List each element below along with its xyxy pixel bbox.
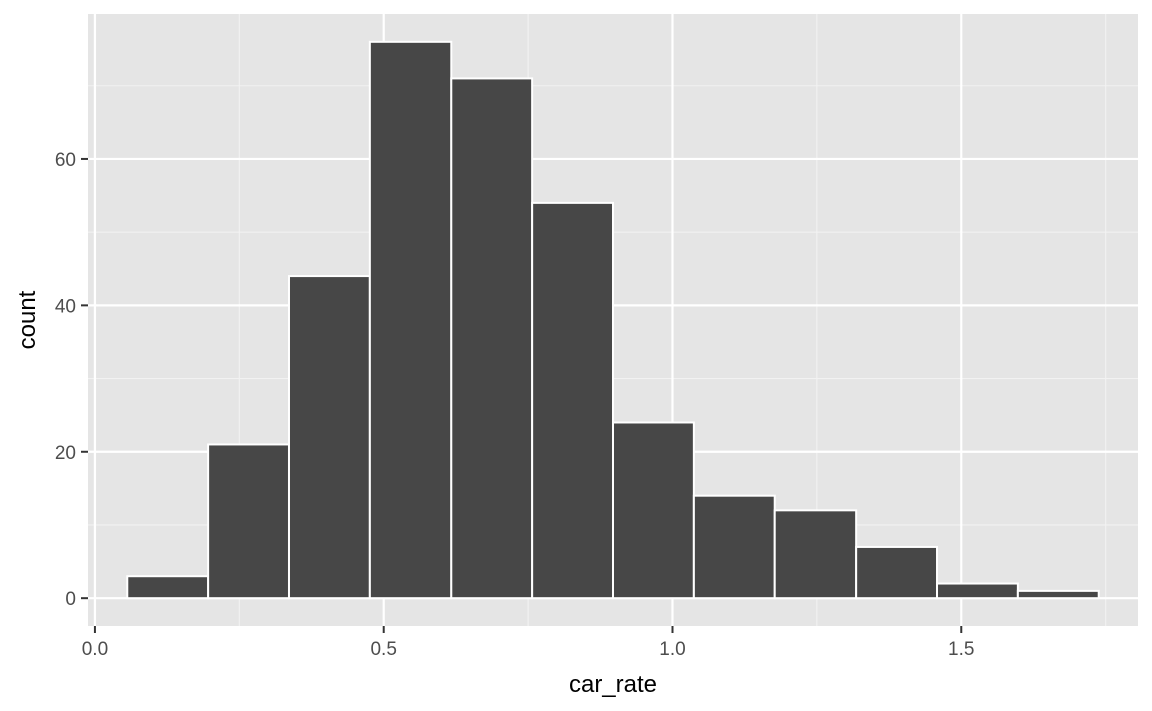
y-tick-label-0: 0 (65, 589, 76, 610)
x-axis-ticks: 0.0 0.5 1.0 1.5 (82, 626, 974, 660)
x-axis-title: car_rate (569, 671, 657, 698)
histogram-bar-8 (773, 509, 858, 600)
x-tick-label-3: 1.5 (948, 639, 974, 660)
histogram-bar-4 (450, 77, 534, 600)
y-tick-label-1: 20 (55, 443, 76, 464)
histogram-bar-0 (126, 575, 210, 600)
y-axis-ticks: 0 20 40 60 (55, 150, 88, 610)
histogram-bar-11 (1016, 589, 1100, 600)
histogram-bar-6 (612, 421, 695, 600)
x-tick-label-0: 0.0 (82, 639, 108, 660)
histogram-bar-7 (692, 494, 776, 600)
y-tick-label-2: 40 (55, 296, 76, 317)
histogram-bar-1 (207, 443, 290, 600)
histogram-bar-9 (855, 545, 939, 600)
histogram-bar-10 (936, 582, 1019, 600)
y-tick-label-3: 60 (55, 150, 76, 171)
histogram-bar-5 (531, 201, 614, 600)
histogram-bar-2 (287, 275, 371, 600)
x-tick-label-1: 0.5 (370, 639, 396, 660)
histogram-bar-3 (368, 40, 453, 600)
y-axis-title: count (14, 290, 41, 349)
x-tick-label-2: 1.0 (659, 639, 685, 660)
histogram-bars (126, 40, 1100, 600)
